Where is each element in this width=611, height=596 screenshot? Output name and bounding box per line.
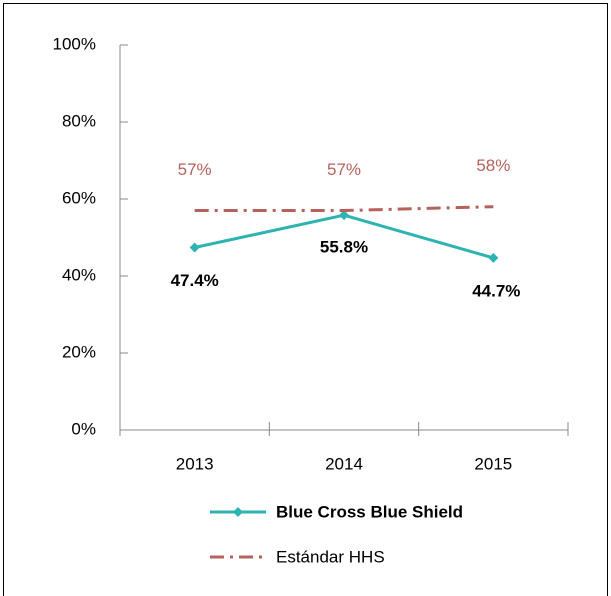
data-label: 47.4% bbox=[171, 271, 219, 290]
marker bbox=[488, 252, 499, 263]
x-tick-label: 2014 bbox=[325, 454, 363, 473]
legend-marker bbox=[233, 507, 243, 517]
y-tick-label: 60% bbox=[62, 188, 96, 207]
data-label: 57% bbox=[178, 160, 212, 179]
marker bbox=[189, 242, 200, 253]
y-tick-label: 100% bbox=[53, 34, 96, 53]
y-tick-label: 80% bbox=[62, 111, 96, 130]
data-label: 44.7% bbox=[472, 281, 520, 300]
y-tick-label: 20% bbox=[62, 342, 96, 361]
frame bbox=[3, 3, 608, 596]
y-tick-label: 40% bbox=[62, 265, 96, 284]
legend-label: Estándar HHS bbox=[276, 547, 385, 566]
legend-label: Blue Cross Blue Shield bbox=[276, 502, 463, 521]
x-tick-label: 2015 bbox=[474, 454, 512, 473]
series-line bbox=[194, 205, 494, 213]
marker bbox=[339, 210, 349, 221]
data-label: 57% bbox=[327, 160, 361, 179]
x-tick-label: 2013 bbox=[176, 454, 214, 473]
data-label: 58% bbox=[476, 156, 510, 175]
data-label: 55.8% bbox=[320, 238, 368, 257]
y-tick-label: 0% bbox=[71, 419, 96, 438]
